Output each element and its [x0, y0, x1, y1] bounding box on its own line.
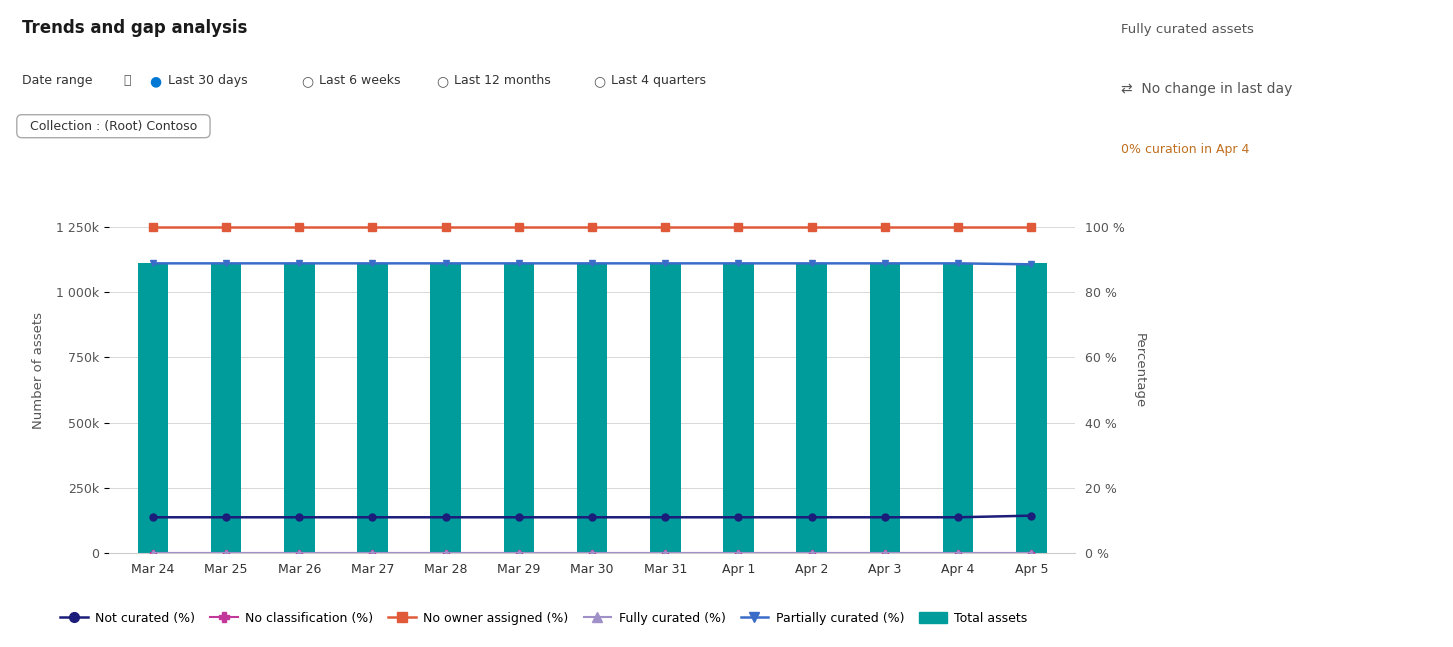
- Bar: [649, 263, 680, 553]
- Bar: [138, 263, 169, 553]
- Bar: [869, 263, 901, 553]
- Bar: [357, 263, 388, 553]
- Text: ○: ○: [301, 74, 312, 89]
- Bar: [1016, 263, 1046, 553]
- Text: Collection : (Root) Contoso: Collection : (Root) Contoso: [22, 120, 205, 133]
- Text: Date range: Date range: [22, 74, 100, 87]
- Y-axis label: Percentage: Percentage: [1133, 333, 1145, 408]
- Legend: Not curated (%), No classification (%), No owner assigned (%), Fully curated (%): Not curated (%), No classification (%), …: [55, 607, 1032, 630]
- Text: Last 30 days: Last 30 days: [164, 74, 248, 87]
- Bar: [943, 263, 974, 553]
- Bar: [504, 263, 535, 553]
- Bar: [796, 263, 827, 553]
- Bar: [724, 263, 754, 553]
- Text: Last 12 months: Last 12 months: [450, 74, 551, 87]
- Text: ●: ●: [150, 74, 161, 89]
- Text: 0% curation in Apr 4: 0% curation in Apr 4: [1120, 144, 1250, 157]
- Bar: [577, 263, 607, 553]
- Bar: [430, 263, 461, 553]
- Text: Last 4 quarters: Last 4 quarters: [607, 74, 706, 87]
- Text: Trends and gap analysis: Trends and gap analysis: [22, 19, 247, 38]
- Text: ○: ○: [436, 74, 448, 89]
- Text: Last 6 weeks: Last 6 weeks: [315, 74, 401, 87]
- Bar: [283, 263, 315, 553]
- Text: ⇄  No change in last day: ⇄ No change in last day: [1120, 82, 1292, 96]
- Text: ⓘ: ⓘ: [124, 74, 131, 87]
- Text: ○: ○: [593, 74, 604, 89]
- Y-axis label: Number of assets: Number of assets: [32, 312, 45, 429]
- Bar: [211, 263, 241, 553]
- Text: Fully curated assets: Fully curated assets: [1120, 23, 1254, 36]
